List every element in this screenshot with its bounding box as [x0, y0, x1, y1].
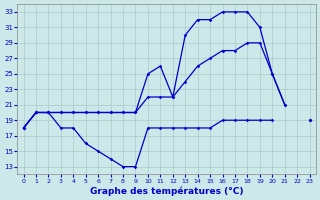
X-axis label: Graphe des températures (°C): Graphe des températures (°C) [90, 186, 243, 196]
